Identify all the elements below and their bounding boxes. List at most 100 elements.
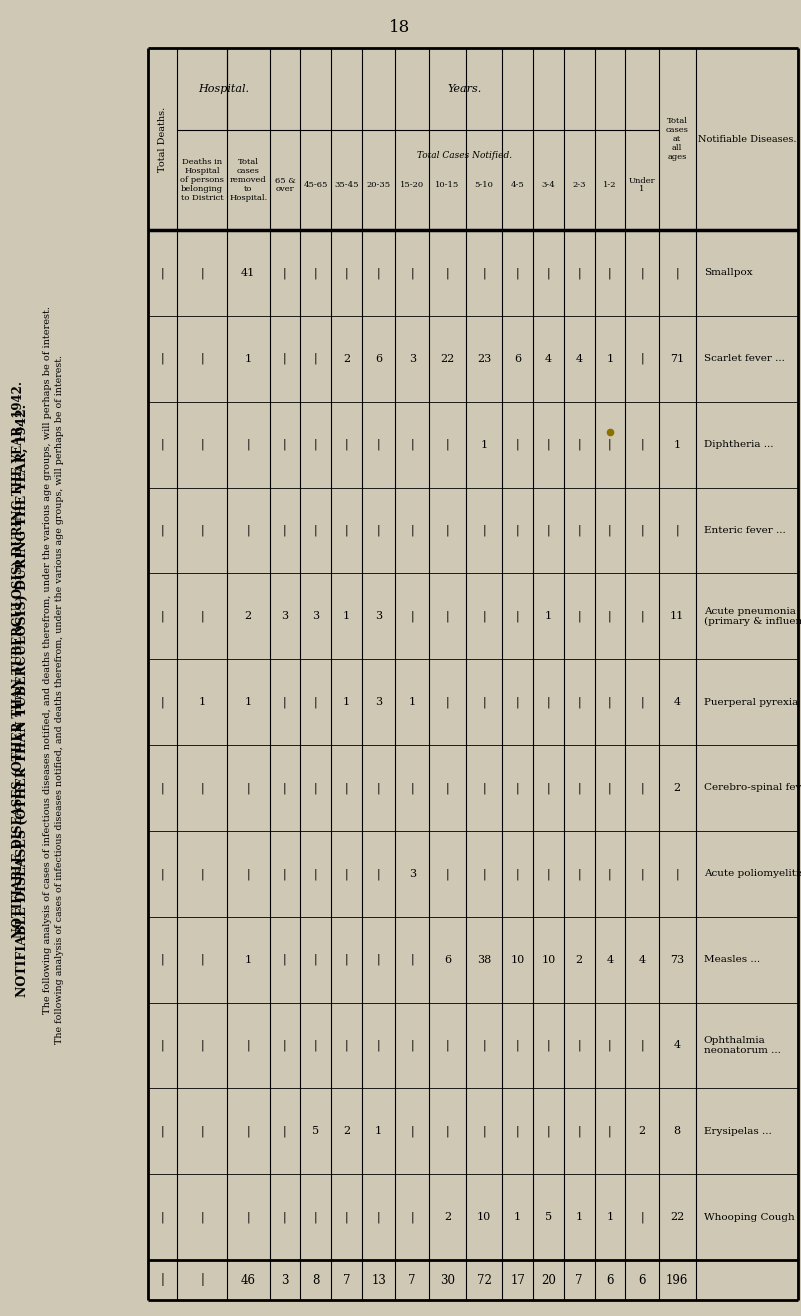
Text: |: | <box>376 1040 380 1051</box>
Text: |: | <box>578 1040 581 1051</box>
Text: |: | <box>482 869 485 879</box>
Text: |: | <box>608 1125 612 1137</box>
Text: 4: 4 <box>638 954 646 965</box>
Text: Under
1: Under 1 <box>629 176 655 193</box>
Text: |: | <box>675 525 679 536</box>
Text: |: | <box>578 611 581 622</box>
Text: |: | <box>283 1040 287 1051</box>
Text: |: | <box>200 267 204 279</box>
Text: |: | <box>161 267 164 279</box>
Text: |: | <box>200 438 204 450</box>
Text: |: | <box>283 954 287 966</box>
Text: The following analysis of cases of infectious diseases notified, and deaths ther: The following analysis of cases of infec… <box>43 307 53 1015</box>
Text: |: | <box>283 353 287 365</box>
Text: |: | <box>546 1040 550 1051</box>
Text: |: | <box>410 267 414 279</box>
Text: |: | <box>608 782 612 794</box>
Text: 1: 1 <box>245 354 252 363</box>
Text: |: | <box>578 696 581 708</box>
Text: |: | <box>516 869 520 879</box>
Text: 8: 8 <box>674 1126 681 1136</box>
Text: 2: 2 <box>245 611 252 621</box>
Text: 15-20: 15-20 <box>400 182 425 190</box>
Text: 3: 3 <box>375 611 382 621</box>
Text: 1: 1 <box>343 697 350 707</box>
Text: 2: 2 <box>576 954 582 965</box>
Text: |: | <box>482 267 485 279</box>
Text: |: | <box>161 1211 164 1223</box>
Text: 22: 22 <box>670 1212 684 1223</box>
Text: 1: 1 <box>375 1126 382 1136</box>
Text: |: | <box>516 438 520 450</box>
Text: 5-10: 5-10 <box>474 182 493 190</box>
Text: |: | <box>283 438 287 450</box>
Text: |: | <box>410 782 414 794</box>
Text: 6: 6 <box>514 354 521 363</box>
Text: |: | <box>314 869 317 879</box>
Text: 1: 1 <box>606 354 614 363</box>
Text: |: | <box>482 525 485 536</box>
Text: |: | <box>161 353 164 365</box>
Text: |: | <box>445 782 449 794</box>
Text: 3: 3 <box>312 611 319 621</box>
Text: Measles ...: Measles ... <box>704 955 760 965</box>
Text: 10: 10 <box>477 1212 491 1223</box>
Text: |: | <box>314 267 317 279</box>
Text: 1: 1 <box>245 954 252 965</box>
Text: 5: 5 <box>312 1126 319 1136</box>
Text: |: | <box>200 1125 204 1137</box>
Text: |: | <box>410 525 414 536</box>
Text: |: | <box>283 1125 287 1137</box>
Text: |: | <box>200 525 204 536</box>
Text: |: | <box>640 267 644 279</box>
Text: |: | <box>608 267 612 279</box>
Text: 23: 23 <box>477 354 491 363</box>
Text: 1: 1 <box>606 1212 614 1223</box>
Text: |: | <box>516 611 520 622</box>
Text: |: | <box>482 1040 485 1051</box>
Text: Total
cases
removed
to
Hospital.: Total cases removed to Hospital. <box>229 158 268 203</box>
Text: |: | <box>200 1274 204 1287</box>
Text: |: | <box>200 1211 204 1223</box>
Text: |: | <box>675 267 679 279</box>
Text: 3: 3 <box>409 869 416 879</box>
Text: |: | <box>314 353 317 365</box>
Text: |: | <box>314 438 317 450</box>
Text: |: | <box>161 611 164 622</box>
Text: 4: 4 <box>576 354 582 363</box>
Text: 11: 11 <box>670 611 684 621</box>
Text: |: | <box>445 267 449 279</box>
Text: |: | <box>161 954 164 966</box>
Text: |: | <box>640 353 644 365</box>
Text: |: | <box>247 1040 250 1051</box>
Text: |: | <box>608 438 612 450</box>
Text: |: | <box>247 1211 250 1223</box>
Text: |: | <box>640 611 644 622</box>
Text: 1: 1 <box>245 697 252 707</box>
Text: |: | <box>161 1274 164 1287</box>
Text: |: | <box>546 696 550 708</box>
Text: |: | <box>344 869 348 879</box>
Text: Acute pneumonia
(primary & influenzal): Acute pneumonia (primary & influenzal) <box>704 607 801 625</box>
Text: Diphtheria ...: Diphtheria ... <box>704 440 773 449</box>
Text: |: | <box>247 1125 250 1137</box>
Text: 8: 8 <box>312 1274 320 1287</box>
Text: |: | <box>200 1040 204 1051</box>
Text: 41: 41 <box>241 268 256 278</box>
Text: 38: 38 <box>477 954 491 965</box>
Text: 1: 1 <box>199 697 206 707</box>
Text: |: | <box>546 525 550 536</box>
Text: 4: 4 <box>606 954 614 965</box>
Text: |: | <box>376 1211 380 1223</box>
Text: 10: 10 <box>541 954 556 965</box>
Text: |: | <box>578 438 581 450</box>
Text: 3: 3 <box>281 611 288 621</box>
Text: Total Deaths.: Total Deaths. <box>158 107 167 171</box>
Text: |: | <box>161 782 164 794</box>
Text: |: | <box>445 611 449 622</box>
Text: 2-3: 2-3 <box>573 182 586 190</box>
Text: |: | <box>314 525 317 536</box>
Text: NOTIFIABLE DISEASES (OTHER THAN TUBERCULOSIS) DURING THE YEAR, 1942.: NOTIFIABLE DISEASES (OTHER THAN TUBERCUL… <box>15 404 29 996</box>
Text: Erysipelas ...: Erysipelas ... <box>704 1126 771 1136</box>
Text: Acute poliomyelitis: Acute poliomyelitis <box>704 870 801 878</box>
